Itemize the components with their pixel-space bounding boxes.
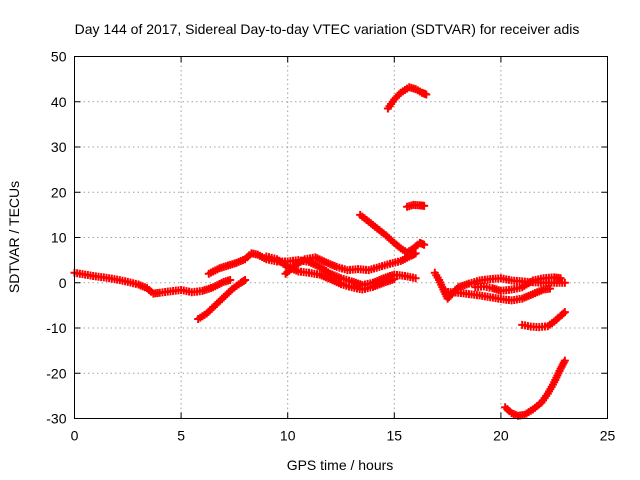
series-arc-7: [383, 83, 431, 113]
series-arc-6: [356, 210, 429, 257]
y-tick-label: 40: [51, 94, 67, 110]
y-tick-label: -10: [46, 320, 66, 336]
y-axis-label: SDTVAR / TECUs: [6, 181, 22, 293]
plot-frame: [74, 56, 608, 419]
y-tick-label: 30: [51, 139, 67, 155]
data-point: [420, 240, 429, 249]
data-point: [560, 308, 569, 317]
axis-layer: 0 5 10 15 20 25 -30 -20 -10 0 10 20 30 40 50: [46, 49, 615, 444]
x-axis-label: GPS time / hours: [287, 457, 394, 473]
x-tick-label: 10: [280, 428, 296, 444]
x-tick-label: 25: [600, 428, 616, 444]
series-arc-13: [518, 308, 569, 332]
data-point: [411, 274, 420, 283]
data-point: [559, 309, 568, 318]
data-point: [420, 201, 429, 210]
data-point: [390, 275, 399, 284]
y-tick-label: 50: [51, 49, 67, 65]
series-arc-8: [403, 200, 429, 211]
y-tick-label: -30: [46, 411, 66, 427]
data-point: [545, 284, 554, 293]
x-tick-label: 20: [493, 428, 509, 444]
x-tick-label: 5: [177, 428, 185, 444]
data-point: [422, 90, 431, 99]
data-point: [411, 249, 420, 258]
data-point: [226, 276, 235, 285]
y-tick-label: 20: [51, 184, 67, 200]
x-tick-label: 0: [71, 428, 79, 444]
data-point: [560, 356, 569, 365]
y-tick-label: 0: [59, 275, 67, 291]
chart-title: Day 144 of 2017, Sidereal Day-to-day VTE…: [75, 21, 580, 37]
data-point: [560, 278, 569, 287]
series-arc-1: [70, 268, 235, 298]
series-arc-2: [194, 276, 250, 323]
data-point: [241, 276, 250, 285]
y-tick-label: -20: [46, 365, 66, 381]
series-arc-5: [281, 249, 420, 278]
data-point: [556, 274, 565, 283]
series-arc-12: [501, 356, 569, 420]
y-tick-label: 10: [51, 230, 67, 246]
series-arc-10: [441, 284, 554, 305]
series-arc-11: [471, 273, 565, 295]
grid-layer: [74, 56, 608, 419]
data-layer: [70, 83, 569, 420]
x-tick-label: 15: [387, 428, 403, 444]
